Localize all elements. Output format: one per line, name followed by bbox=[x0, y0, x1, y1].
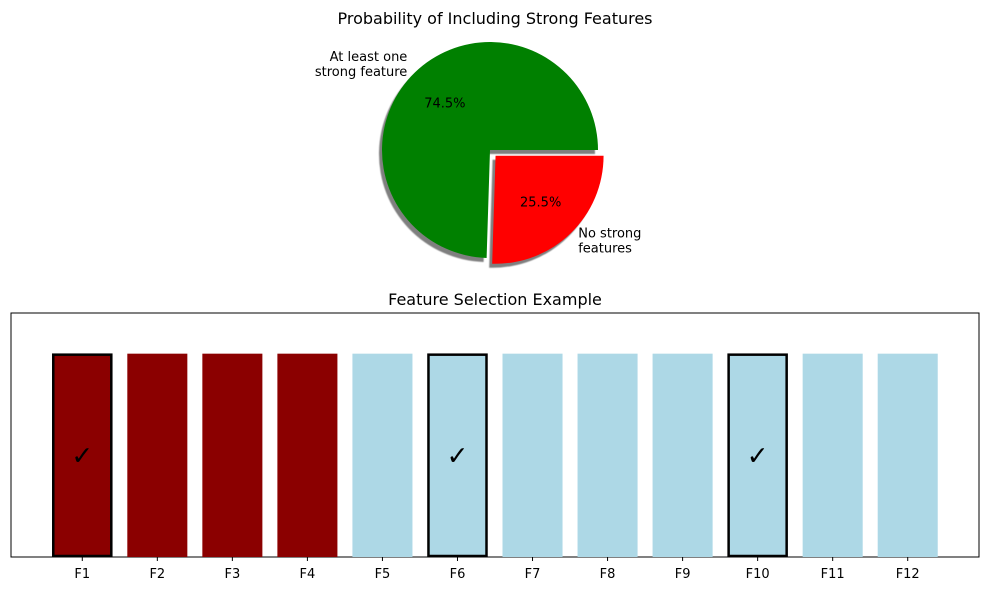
x-tick-label: F3 bbox=[224, 567, 240, 582]
bar bbox=[52, 353, 113, 557]
x-ticks: F1 F2 F3 F4 F5 F6 F7 F8 F9 F10 F11 F12 bbox=[74, 557, 920, 582]
bar-title: Feature Selection Example bbox=[388, 290, 602, 309]
pie-slices bbox=[382, 42, 604, 264]
bar bbox=[877, 353, 938, 557]
pie-slice-label: No strong features bbox=[578, 227, 641, 257]
pie-pct-label: 74.5% bbox=[424, 96, 465, 111]
check-mark-icon: ✓ bbox=[447, 441, 469, 471]
bar bbox=[802, 353, 863, 557]
pie-slice bbox=[492, 155, 604, 264]
x-tick-label: F4 bbox=[300, 567, 316, 582]
bar bbox=[727, 353, 788, 557]
pie-chart: Probability of Including Strong Features… bbox=[315, 9, 653, 268]
bar bbox=[277, 353, 338, 557]
bar-selected-outline bbox=[52, 353, 113, 558]
check-mark-icon: ✓ bbox=[747, 441, 769, 471]
bar bbox=[427, 353, 488, 557]
x-tick-label: F6 bbox=[450, 567, 466, 582]
bar bbox=[352, 353, 413, 557]
bar bbox=[202, 353, 263, 557]
x-tick-label: F9 bbox=[675, 567, 691, 582]
bar bbox=[127, 353, 188, 557]
x-tick-label: F12 bbox=[896, 567, 920, 582]
pie-labels: 74.5% At least one strong feature 25.5% No s… bbox=[315, 50, 642, 256]
x-tick-label: F5 bbox=[375, 567, 391, 582]
pie-slice-label: At least one strong feature bbox=[315, 50, 407, 80]
x-tick-label: F7 bbox=[525, 567, 541, 582]
bar-chart: Feature Selection Example ✓ ✓ ✓ F1 F2 F3 F4 F5… bbox=[10, 290, 980, 582]
pie-title: Probability of Including Strong Features bbox=[337, 9, 652, 28]
bar-plot-frame bbox=[10, 312, 980, 558]
check-mark-icon: ✓ bbox=[71, 441, 93, 471]
x-tick-label: F11 bbox=[821, 567, 845, 582]
x-tick-label: F10 bbox=[746, 567, 770, 582]
bar-selected-outline bbox=[427, 353, 488, 558]
pie-pct-label: 25.5% bbox=[520, 195, 561, 210]
bars: ✓ ✓ ✓ bbox=[52, 353, 938, 558]
bar bbox=[652, 353, 713, 557]
pie-slice bbox=[382, 42, 598, 258]
x-tick-label: F2 bbox=[149, 567, 165, 582]
bar bbox=[577, 353, 638, 557]
x-tick-label: F1 bbox=[74, 567, 90, 582]
bar-selected-outline bbox=[727, 353, 788, 558]
x-tick-label: F8 bbox=[600, 567, 616, 582]
bar bbox=[502, 353, 563, 557]
